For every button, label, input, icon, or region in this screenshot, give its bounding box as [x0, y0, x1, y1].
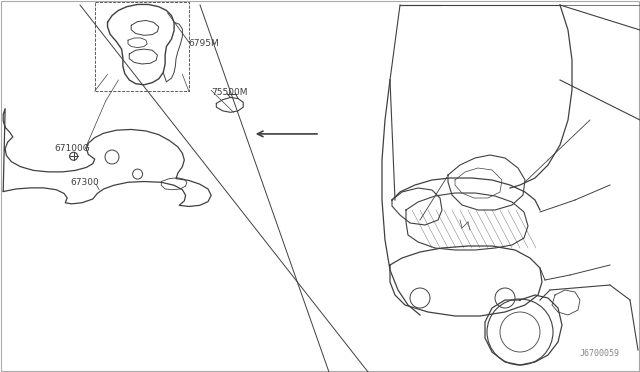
Text: J6700059: J6700059: [580, 349, 620, 358]
Text: 75500M: 75500M: [211, 88, 248, 97]
Text: 67300: 67300: [70, 178, 99, 187]
Text: 67100G: 67100G: [54, 144, 90, 153]
Text: 6795M: 6795M: [189, 39, 220, 48]
